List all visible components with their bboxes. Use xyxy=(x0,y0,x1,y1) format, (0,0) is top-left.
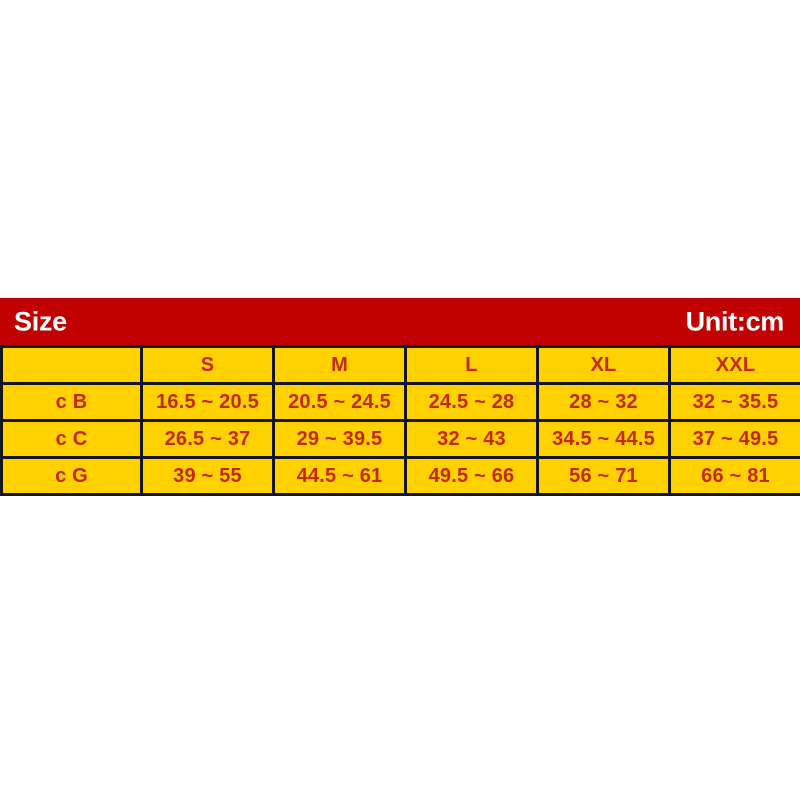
row-label-cc: c C xyxy=(0,419,143,459)
column-header-xxl: XXL xyxy=(668,345,800,385)
column-header-s: S xyxy=(140,345,275,385)
cell-cc-xl: 34.5 ~ 44.5 xyxy=(536,419,671,459)
table-row: c C 26.5 ~ 37 29 ~ 39.5 32 ~ 43 34.5 ~ 4… xyxy=(0,419,800,459)
cell-cg-s: 39 ~ 55 xyxy=(140,456,275,496)
cell-cb-xl: 28 ~ 32 xyxy=(536,382,671,422)
table-header-row: S M L XL XXL xyxy=(0,345,800,385)
cell-cb-s: 16.5 ~ 20.5 xyxy=(140,382,275,422)
cell-cg-xxl: 66 ~ 81 xyxy=(668,456,800,496)
cell-cg-m: 44.5 ~ 61 xyxy=(272,456,407,496)
column-header-m: M xyxy=(272,345,407,385)
size-chart-banner: Size Unit:cm xyxy=(0,298,800,345)
cell-cb-xxl: 32 ~ 35.5 xyxy=(668,382,800,422)
table-row: c B 16.5 ~ 20.5 20.5 ~ 24.5 24.5 ~ 28 28… xyxy=(0,382,800,422)
cell-cc-xxl: 37 ~ 49.5 xyxy=(668,419,800,459)
cell-cb-m: 20.5 ~ 24.5 xyxy=(272,382,407,422)
cell-cg-l: 49.5 ~ 66 xyxy=(404,456,539,496)
table-row: c G 39 ~ 55 44.5 ~ 61 49.5 ~ 66 56 ~ 71 … xyxy=(0,456,800,496)
row-label-cg: c G xyxy=(0,456,143,496)
page-title: Size xyxy=(14,306,67,336)
unit-label: Unit:cm xyxy=(685,306,785,336)
cell-cc-s: 26.5 ~ 37 xyxy=(140,419,275,459)
cell-cb-l: 24.5 ~ 28 xyxy=(404,382,539,422)
cell-cg-xl: 56 ~ 71 xyxy=(536,456,671,496)
size-chart: Size Unit:cm S M L XL XXL c B 16.5 ~ 20.… xyxy=(0,298,800,496)
size-table: S M L XL XXL c B 16.5 ~ 20.5 20.5 ~ 24.5… xyxy=(0,345,800,496)
table-corner-cell xyxy=(0,345,143,385)
row-label-cb: c B xyxy=(0,382,143,422)
column-header-xl: XL xyxy=(536,345,671,385)
column-header-l: L xyxy=(404,345,539,385)
cell-cc-l: 32 ~ 43 xyxy=(404,419,539,459)
cell-cc-m: 29 ~ 39.5 xyxy=(272,419,407,459)
